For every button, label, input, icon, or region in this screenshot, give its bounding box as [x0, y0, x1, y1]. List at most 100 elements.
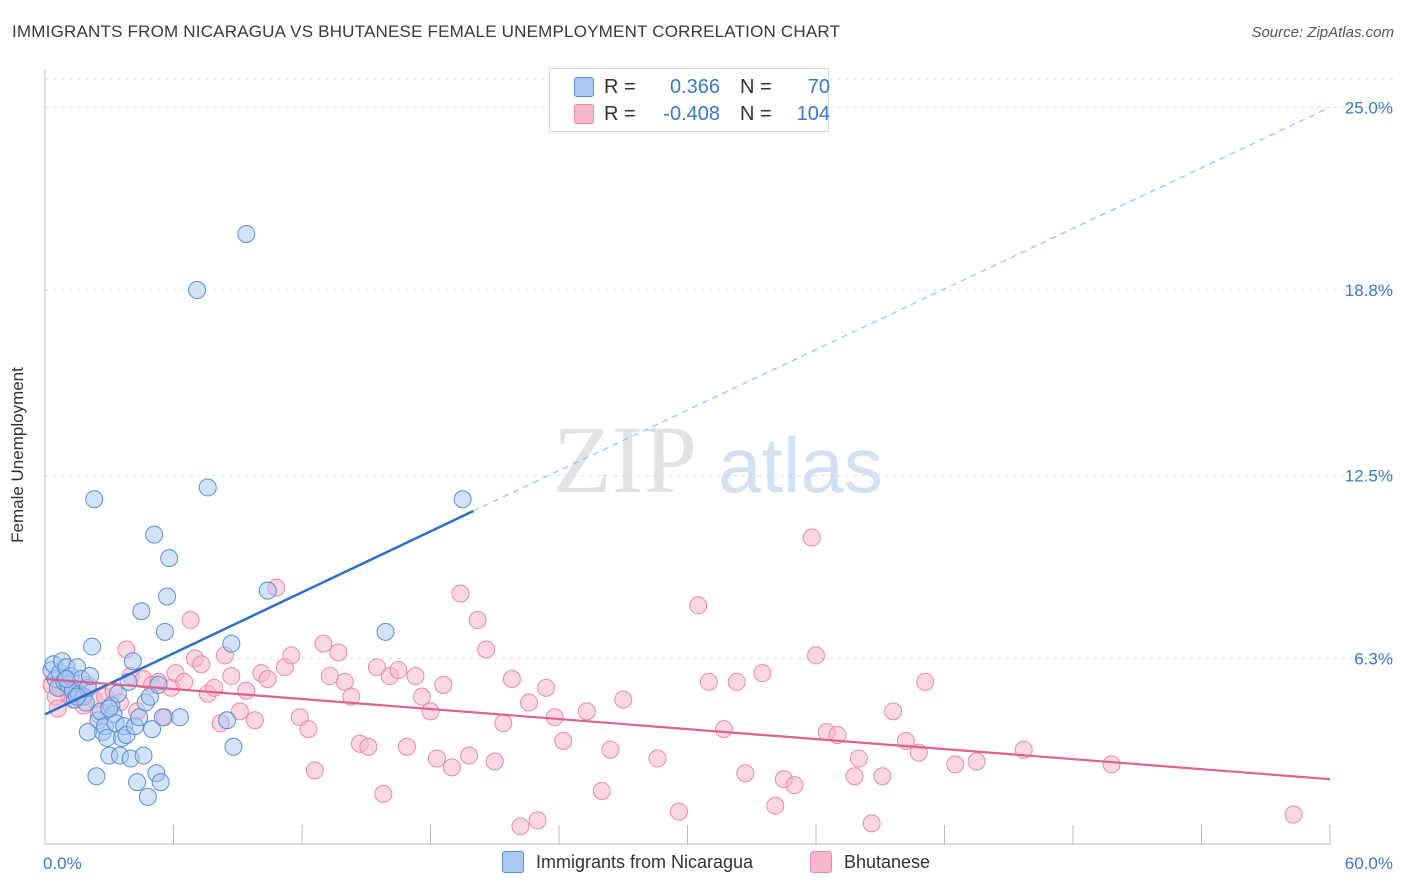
bhutanese-point — [222, 667, 241, 686]
bhutanese-point — [669, 802, 688, 821]
bhutanese-point — [502, 669, 521, 688]
nicaragua-point — [134, 746, 153, 765]
nicaragua-point — [155, 622, 174, 641]
legend-n-label: N = — [740, 102, 772, 125]
bhutanese-point — [299, 720, 318, 739]
nicaragua-point — [83, 637, 102, 656]
nicaragua-point — [151, 773, 170, 792]
nicaragua-point — [188, 281, 207, 300]
y-tick-label: 18.8% — [1345, 281, 1393, 300]
bhutanese-point — [689, 596, 708, 615]
correlation-legend: R = 0.366 N = 70 R = -0.408 N = 104 — [549, 68, 830, 132]
legend-r-value: 0.366 — [669, 75, 720, 98]
bhutanese-point — [727, 672, 746, 691]
bhutanese-point — [577, 702, 596, 721]
bhutanese-point — [359, 737, 378, 756]
watermark-atlas: atlas — [718, 421, 883, 509]
nicaragua-point — [453, 490, 472, 509]
bhutanese-point — [884, 702, 903, 721]
bhutanese-point — [412, 687, 431, 706]
bhutanese-point — [511, 817, 530, 836]
legend-n-label: N = — [740, 75, 772, 98]
bhutanese-point — [342, 687, 361, 706]
bhutanese-point — [592, 781, 611, 800]
bhutanese-point — [451, 584, 470, 603]
nicaragua-point — [78, 723, 97, 742]
bhutanese-point — [282, 646, 301, 665]
bhutanese-point — [485, 752, 504, 771]
legend-n-value: 104 — [796, 102, 830, 125]
bottom-legend-nicaragua: Immigrants from Nicaragua — [502, 851, 753, 873]
bhutanese-point — [494, 714, 513, 733]
bhutanese-point — [468, 611, 487, 630]
nicaragua-point — [158, 587, 177, 606]
bhutanese-point — [406, 667, 425, 686]
bottom-legend-label: Immigrants from Nicaragua — [536, 851, 754, 872]
watermark-zip: ZIP — [553, 406, 697, 513]
bhutanese-point — [845, 767, 864, 786]
bhutanese-point — [873, 767, 892, 786]
nicaragua-point — [80, 667, 99, 686]
bhutanese-point — [601, 740, 620, 759]
y-tick-label: 25.0% — [1345, 98, 1393, 117]
nicaragua-point — [57, 669, 76, 688]
x-tick-label: 60.0% — [1345, 854, 1393, 873]
nicaragua-point — [170, 708, 189, 727]
bhutanese-point — [367, 658, 386, 677]
bhutanese-point — [807, 646, 825, 665]
y-tick-label: 6.3% — [1354, 649, 1393, 668]
bhutanese-point — [192, 655, 211, 674]
bhutanese-point — [434, 675, 453, 694]
bhutanese-point — [320, 667, 339, 686]
nicaragua-point — [153, 708, 172, 727]
bhutanese-point — [389, 661, 408, 680]
nicaragua-point — [143, 720, 162, 739]
nicaragua-trend-line — [44, 509, 474, 716]
nicaragua-point — [237, 225, 256, 244]
bhutanese-point — [205, 678, 224, 697]
bhutanese-point — [245, 711, 264, 730]
nicaragua-point — [218, 711, 237, 730]
bhutanese-point — [421, 702, 440, 721]
bottom-swatch-bhutanese — [810, 851, 832, 873]
nicaragua-point — [198, 478, 217, 497]
nicaragua-point — [128, 773, 147, 792]
bhutanese-point — [442, 758, 461, 777]
bhutanese-point — [528, 811, 547, 830]
bhutanese-point — [714, 720, 733, 739]
nicaragua-point — [224, 737, 243, 756]
bhutanese-point — [305, 761, 324, 780]
nicaragua-point — [149, 675, 168, 694]
legend-swatch-nicaragua — [574, 77, 594, 97]
bhutanese-point — [427, 749, 446, 768]
nicaragua-point — [376, 622, 395, 641]
bhutanese-point — [537, 678, 556, 697]
grid-lines — [45, 78, 1393, 659]
x-tick-label: 0.0% — [43, 854, 82, 873]
bhutanese-point — [849, 749, 868, 768]
watermark: ZIP atlas — [553, 406, 883, 513]
trend-lines — [44, 106, 1331, 781]
bhutanese-point — [554, 731, 573, 750]
nicaragua-point — [145, 525, 164, 544]
nicaragua-point — [222, 634, 241, 653]
bhutanese-point — [699, 672, 718, 691]
chart-source: Source: ZipAtlas.com — [1251, 24, 1394, 41]
bhutanese-point — [230, 702, 249, 721]
y-axis-label: Female Unemployment — [8, 367, 27, 543]
bhutanese-point — [460, 746, 479, 765]
bhutanese-point — [785, 776, 804, 795]
nicaragua-point — [87, 767, 106, 786]
bhutanese-point — [916, 672, 935, 691]
nicaragua-point — [100, 699, 119, 718]
bhutanese-point — [175, 672, 194, 691]
nicaragua-point — [98, 728, 117, 747]
bhutanese-points — [42, 528, 1303, 836]
bhutanese-point — [862, 814, 881, 833]
bhutanese-point — [374, 784, 393, 803]
bhutanese-point — [477, 640, 496, 659]
legend-r-label: R = — [604, 102, 636, 125]
bhutanese-point — [614, 690, 633, 709]
legend-row-bhutanese: R = -0.408 N = 104 — [574, 103, 830, 125]
